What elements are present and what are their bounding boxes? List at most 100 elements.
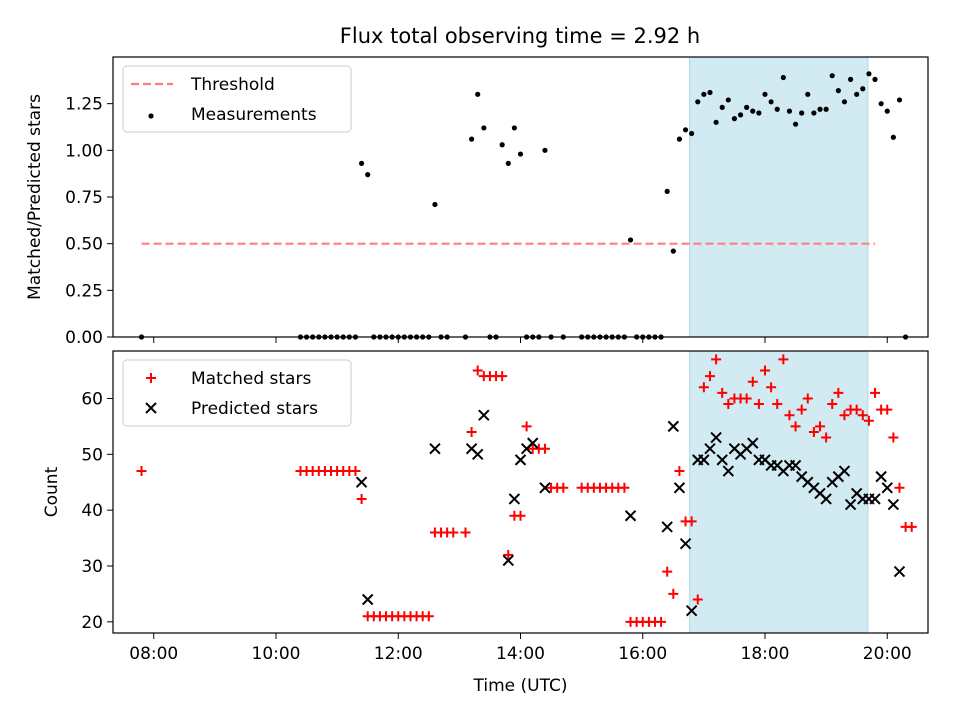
data-point	[799, 110, 805, 116]
data-point	[725, 97, 731, 103]
data-point	[792, 121, 799, 127]
predicted-marker	[881, 482, 893, 494]
matched-marker	[515, 510, 526, 521]
legend-box	[122, 359, 352, 427]
legend: Threshold Measurements	[122, 65, 352, 133]
matched-marker	[350, 466, 361, 477]
data-point	[499, 142, 505, 148]
matched-marker	[136, 466, 147, 477]
predicted-marker	[539, 482, 551, 494]
matched-marker	[423, 611, 434, 622]
predicted-marker	[716, 454, 728, 466]
data-point	[713, 119, 719, 125]
matched-marker	[784, 410, 795, 421]
predicted-marker	[875, 470, 887, 483]
matched-marker	[356, 493, 367, 504]
data-point	[860, 86, 866, 92]
legend-measurement-swatch	[148, 113, 154, 119]
predicted-marker	[355, 476, 368, 488]
data-point	[841, 99, 848, 105]
legend-label: Matched stars	[191, 369, 311, 389]
matched-marker	[686, 516, 697, 527]
data-point	[823, 106, 829, 112]
predicted-marker	[893, 565, 906, 578]
shaded-interval	[689, 350, 869, 634]
matched-marker	[790, 421, 801, 432]
matched-marker	[778, 354, 789, 365]
matched-marker	[656, 616, 667, 627]
matched-marker	[863, 415, 874, 426]
predicted-marker	[624, 510, 637, 522]
chart-panel-2: 08:00 10:00 12:00 14:00 16:00 18:00 20:00 20 30 4…	[42, 350, 929, 696]
legend-predicted-swatch	[145, 402, 157, 414]
matched-marker	[497, 371, 508, 382]
data-point	[829, 73, 835, 79]
y-axis-label: Matched/Predicted stars	[25, 94, 45, 300]
matched-marker	[815, 421, 826, 432]
data-point	[517, 151, 524, 157]
matched-marker	[539, 443, 550, 454]
data-point	[365, 172, 371, 178]
y-axis-label: Count	[42, 466, 62, 517]
data-point	[854, 91, 860, 97]
data-point	[817, 106, 823, 112]
predicted-marker	[472, 448, 484, 461]
data-point	[737, 112, 744, 118]
matched-marker	[662, 566, 673, 577]
matched-marker	[827, 399, 838, 410]
predicted-marker	[478, 409, 490, 421]
matched-marker	[503, 549, 514, 560]
predicted-marker	[667, 420, 680, 433]
data-point	[731, 116, 738, 122]
predicted-marker	[704, 443, 716, 455]
predicted-marker	[429, 443, 441, 455]
matched-marker	[698, 382, 709, 393]
data-point	[542, 147, 548, 153]
data-point	[627, 237, 634, 243]
matched-marker	[723, 399, 734, 410]
matched-marker	[753, 399, 764, 410]
data-point	[878, 101, 884, 107]
data-point	[676, 136, 683, 142]
data-point	[756, 110, 762, 116]
matched-marker	[668, 588, 679, 599]
data-point	[670, 248, 676, 254]
predicted-marker	[661, 521, 673, 533]
data-point	[689, 130, 695, 137]
data-point	[866, 71, 872, 77]
data-point	[695, 99, 701, 105]
data-point	[805, 91, 811, 97]
legend: Matched stars Predicted stars	[122, 359, 352, 427]
predicted-marker	[685, 604, 698, 617]
matched-marker	[448, 527, 459, 538]
matched-marker	[839, 410, 850, 421]
data-point	[786, 108, 793, 114]
matched-marker	[472, 365, 483, 376]
x-axis-label: Time (UTC)	[473, 676, 568, 696]
data-point	[896, 97, 903, 103]
data-point	[475, 91, 481, 97]
matched-marker	[460, 527, 471, 538]
y-tick-label: 20	[81, 613, 103, 633]
data-point	[872, 76, 878, 82]
data-point	[664, 188, 670, 194]
data-point	[505, 160, 511, 166]
matched-marker	[747, 376, 758, 387]
x-tick-label: 08:00	[129, 644, 178, 664]
matched-marker	[772, 399, 783, 410]
data-point	[744, 104, 750, 110]
predicted-marker	[502, 554, 514, 567]
matched-marker	[674, 466, 685, 477]
predicted-marker	[722, 465, 735, 477]
matched-marker	[821, 432, 832, 443]
matched-marker	[802, 393, 813, 404]
x-tick-label: 16:00	[618, 644, 667, 664]
data-point	[811, 110, 817, 116]
y-tick-label: 0.75	[65, 188, 103, 208]
data-point	[707, 89, 713, 96]
predicted-marker	[508, 493, 521, 505]
y-tick-label: 0.25	[65, 281, 103, 301]
shaded-interval	[689, 56, 869, 338]
